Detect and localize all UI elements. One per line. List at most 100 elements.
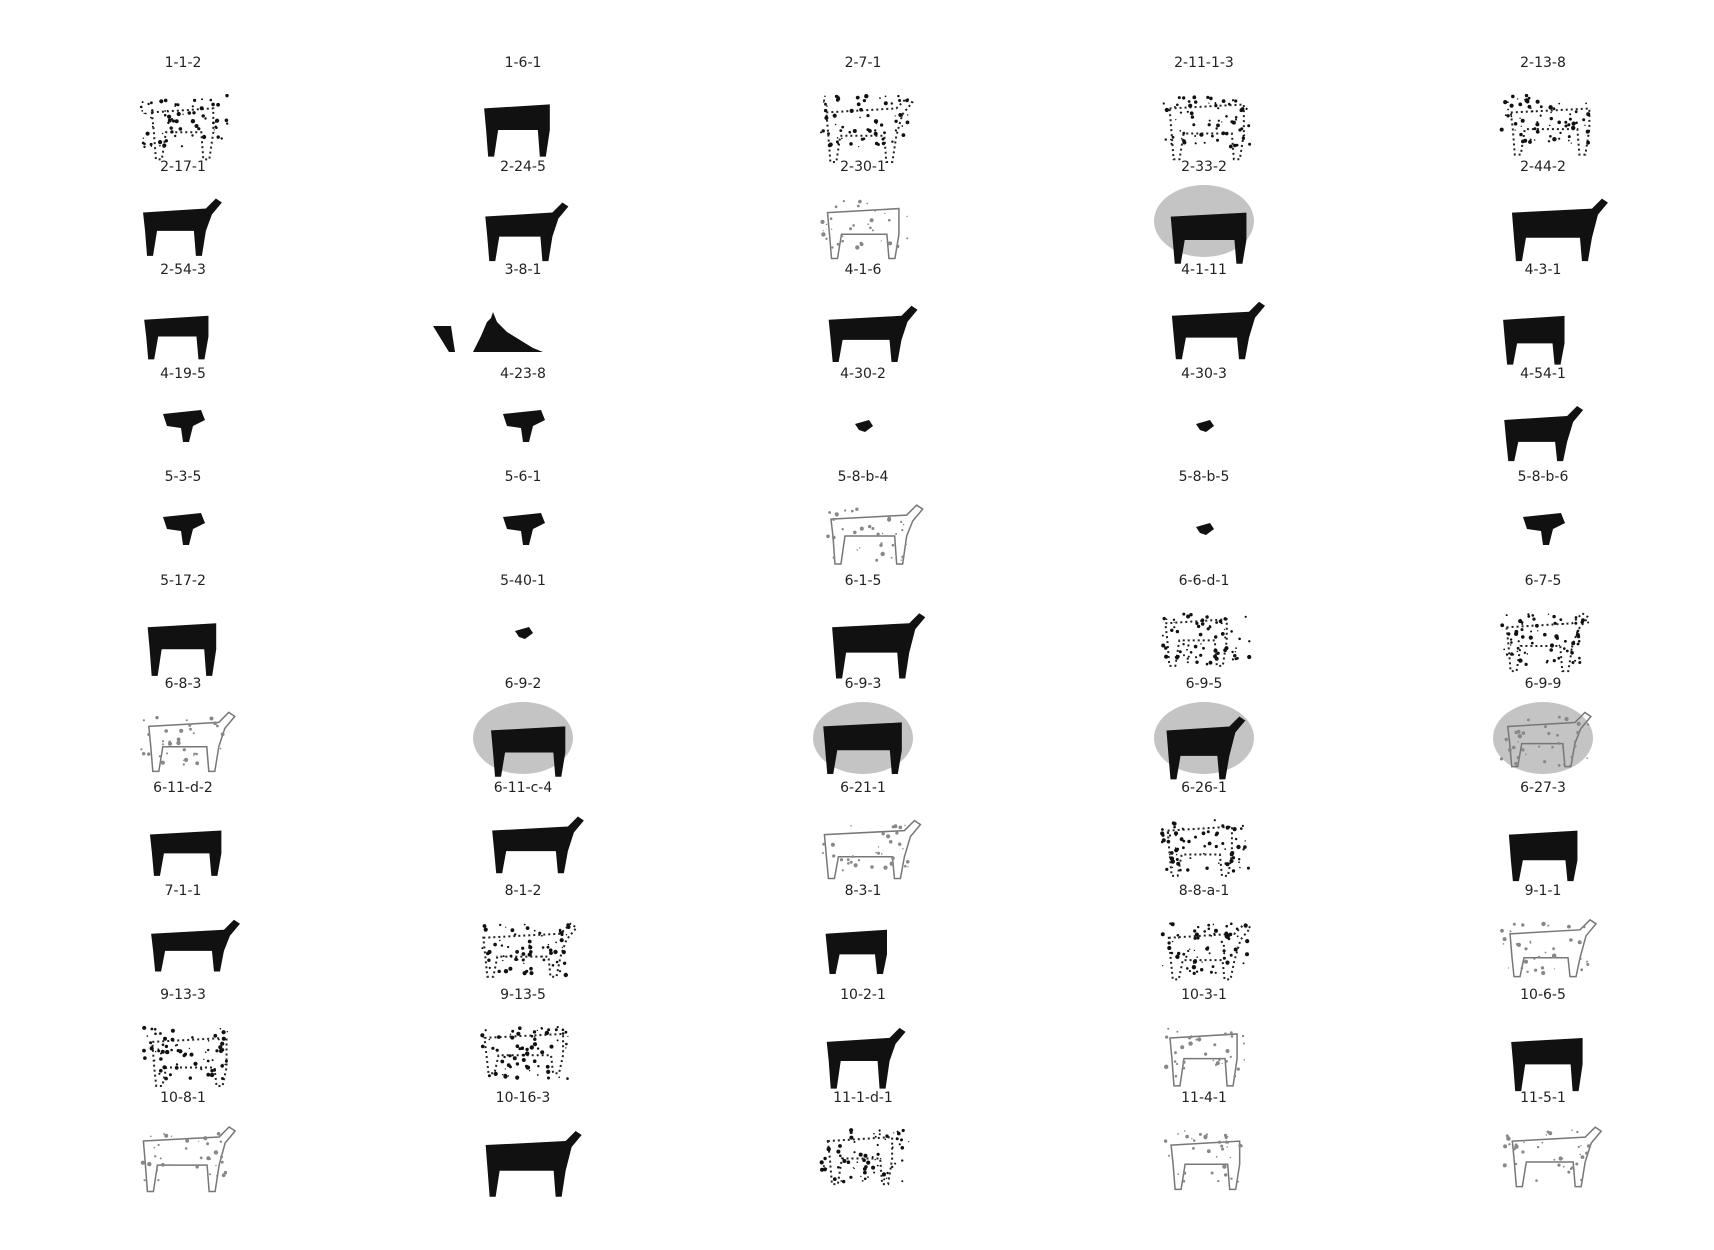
- figure-cell: 6-11-d-2: [103, 780, 263, 884]
- glyph-speckle: [1224, 131, 1229, 136]
- glyph-speckle: [1187, 643, 1190, 647]
- glyph-speckle: [825, 223, 828, 225]
- figure-cell: 5-3-5: [103, 469, 263, 573]
- glyph-speckle: [867, 1176, 869, 1178]
- glyph-speckle: [1520, 125, 1522, 127]
- glyph-speckle: [1206, 626, 1210, 630]
- glyph-speckle: [1216, 123, 1220, 128]
- glyph-speckle: [836, 96, 841, 101]
- glyph-speckle: [209, 1173, 211, 1176]
- glyph-speckle: [1189, 650, 1193, 654]
- glyph-speckle: [1211, 965, 1215, 968]
- glyph-speckle: [1231, 855, 1236, 859]
- glyph-speckle: [888, 218, 891, 221]
- glyph-speckle: [851, 854, 855, 858]
- glyph-speckle: [1189, 856, 1192, 859]
- glyph-speckle: [533, 1037, 537, 1041]
- glyph-speckle: [1176, 861, 1181, 866]
- glyph-speckle: [522, 1053, 526, 1057]
- glyph-speckle: [516, 958, 519, 961]
- glyph-speckle: [547, 1076, 550, 1079]
- glyph-speckle: [1510, 640, 1513, 644]
- glyph-speckle: [486, 951, 490, 956]
- glyph-speckle: [215, 1164, 217, 1167]
- figure-cell: 2-54-3: [103, 262, 263, 366]
- glyph-speckle: [220, 1155, 223, 1159]
- glyph-shape: [483, 1032, 565, 1074]
- glyph-speckle: [841, 137, 843, 140]
- glyph-speckle: [1517, 98, 1519, 100]
- figure-cell: 6-6-d-1: [1124, 573, 1284, 677]
- glyph-speckle: [219, 1140, 223, 1143]
- glyph-speckle: [873, 1132, 875, 1135]
- glyph-speckle: [143, 1055, 147, 1060]
- petroglyph-thumbnail: [1511, 198, 1608, 261]
- glyph-speckle: [878, 1133, 881, 1136]
- glyph-speckle: [174, 1065, 179, 1070]
- glyph-speckle: [1547, 613, 1550, 615]
- glyph-speckle: [1217, 107, 1220, 110]
- glyph-speckle: [508, 966, 513, 971]
- glyph-speckle: [1586, 112, 1591, 117]
- figure-label: 5-3-5: [164, 469, 202, 485]
- figure-cell: 10-16-3: [443, 1090, 603, 1197]
- figure-cell: 3-8-1: [423, 262, 603, 366]
- glyph-speckle: [1574, 621, 1578, 625]
- glyph-speckle: [1236, 935, 1239, 938]
- glyph-speckle: [1167, 1027, 1170, 1030]
- glyph-speckle: [906, 236, 909, 239]
- glyph-speckle: [1198, 632, 1203, 636]
- glyph-speckle: [1214, 971, 1217, 974]
- glyph-speckle: [1549, 124, 1551, 127]
- glyph-speckle: [1552, 658, 1556, 662]
- glyph-speckle: [842, 1179, 846, 1184]
- figure-label: 4-1-6: [844, 262, 882, 278]
- glyph-speckle: [1520, 118, 1525, 123]
- glyph-speckle: [1215, 127, 1218, 130]
- glyph-speckle: [1572, 128, 1575, 131]
- glyph-speckle: [1243, 1058, 1246, 1061]
- glyph-speckle: [1576, 721, 1581, 726]
- glyph-speckle: [834, 123, 837, 126]
- glyph-speckle: [906, 215, 908, 217]
- glyph-speckle: [841, 239, 844, 242]
- glyph-shape: [1169, 1032, 1238, 1087]
- glyph-speckle: [160, 760, 165, 765]
- glyph-speckle: [1185, 1134, 1189, 1139]
- glyph-speckle: [215, 126, 218, 129]
- glyph-speckle: [1503, 100, 1508, 105]
- glyph-speckle: [879, 1158, 882, 1160]
- glyph-speckle: [822, 1165, 825, 1167]
- glyph-speckle: [1175, 954, 1180, 959]
- glyph-speckle: [1516, 646, 1520, 650]
- glyph-speckle: [1212, 1059, 1215, 1061]
- figure-cell: 2-33-2: [1124, 159, 1284, 264]
- glyph-speckle: [529, 971, 534, 976]
- glyph-speckle: [1580, 1178, 1583, 1182]
- glyph-speckle: [1182, 131, 1186, 135]
- glyph-speckle: [1521, 731, 1526, 735]
- glyph-speckle: [1234, 837, 1238, 840]
- glyph-speckle: [189, 727, 192, 731]
- glyph-speckle: [1221, 1062, 1223, 1064]
- glyph-shape: [825, 929, 887, 975]
- figure-label: 6-6-d-1: [1178, 572, 1230, 589]
- petroglyph-thumbnail: [825, 929, 887, 975]
- figure-cell: 6-9-9: [1463, 676, 1623, 780]
- glyph-speckle: [1164, 107, 1169, 113]
- petroglyph-thumbnail: [1503, 315, 1565, 365]
- glyph-speckle: [1514, 730, 1518, 735]
- glyph-speckle: [161, 740, 165, 743]
- glyph-speckle: [1195, 970, 1199, 973]
- glyph-speckle: [887, 516, 891, 520]
- glyph-speckle: [1226, 1135, 1229, 1138]
- glyph-speckle: [1203, 844, 1206, 847]
- glyph-speckle: [1240, 1145, 1243, 1148]
- glyph-speckle: [883, 101, 888, 106]
- glyph-speckle: [1186, 967, 1189, 970]
- glyph-speckle: [1245, 107, 1248, 110]
- figure-cell: 2-44-2: [1463, 159, 1623, 263]
- glyph-speckle: [852, 129, 857, 133]
- glyph-speckle: [1170, 922, 1175, 927]
- glyph-speckle: [1175, 853, 1178, 855]
